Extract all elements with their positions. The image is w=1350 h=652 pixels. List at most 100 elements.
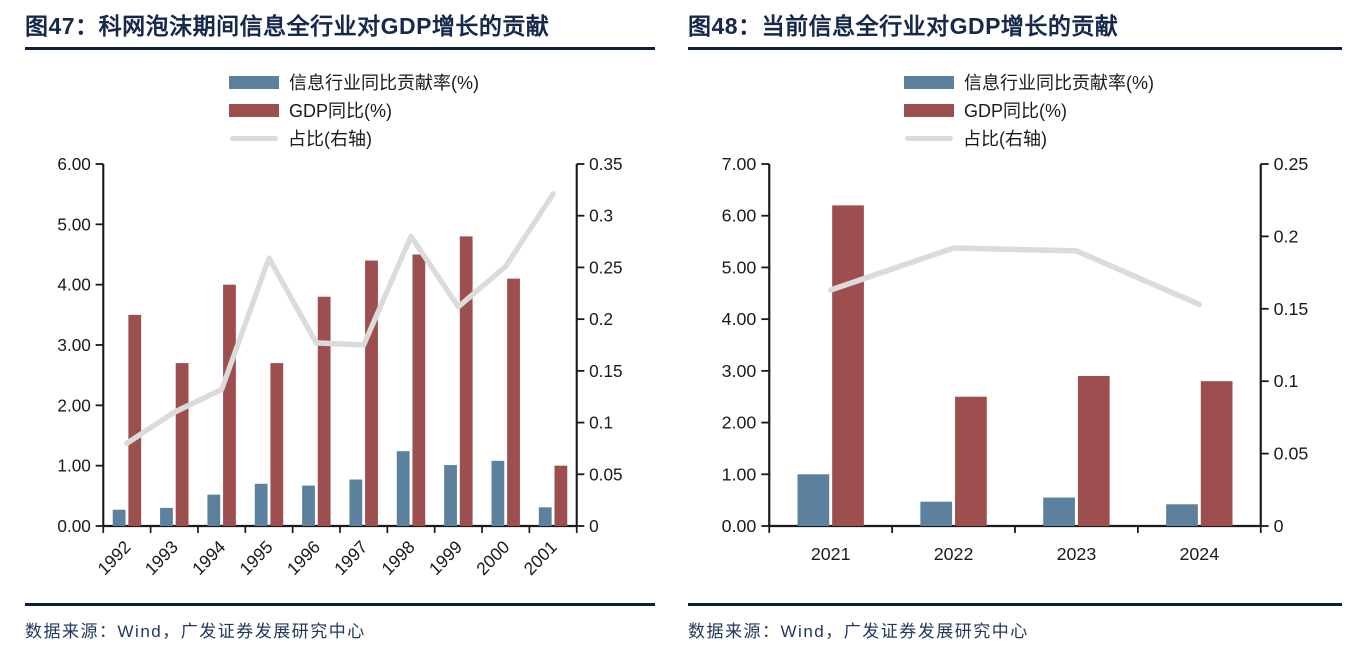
legend-item-ratio-line: 占比(右轴) [904, 124, 1154, 152]
bar [1043, 497, 1075, 526]
bar [554, 465, 568, 526]
bar [223, 284, 236, 526]
y-left-tick-label: 2.00 [57, 395, 91, 415]
y-right-tick-label: 0 [1274, 516, 1284, 536]
legend-label-gdp-yoy: GDP同比(%) [964, 101, 1067, 121]
y-left-tick-label: 6.00 [57, 154, 91, 174]
legend-fig48: 信息行业同比贡献率(%) GDP同比(%) 占比(右轴) [904, 68, 1154, 152]
y-left-tick-label: 0.00 [722, 516, 757, 536]
y-right-tick-label: 0.3 [589, 205, 613, 225]
x-tick-label: 2000 [472, 536, 513, 579]
y-left-tick-label: 5.00 [57, 214, 91, 234]
red-bar-swatch-icon [229, 103, 279, 117]
y-right-tick-label: 0 [589, 516, 599, 536]
gdp-yoy-bars [128, 236, 568, 526]
bar [444, 465, 457, 526]
bar [955, 396, 987, 526]
combo-chart-fig48: 7.00 6.00 5.00 4.00 3.00 2.00 1.00 0.00 0.25 0.2 0… [722, 154, 1309, 564]
gdp-yoy-bars [832, 205, 1233, 526]
y-right-tick-label: 0.15 [1274, 299, 1309, 319]
bar [112, 509, 126, 526]
gray-line-swatch-icon [905, 135, 953, 141]
y-left-tick-label: 3.00 [57, 335, 91, 355]
bar [160, 507, 173, 526]
title-underline [25, 47, 655, 50]
blue-bar-swatch-icon [229, 75, 279, 89]
x-tick-label: 1994 [188, 536, 229, 579]
x-tick-label: 1999 [425, 536, 466, 579]
bar [412, 254, 426, 526]
y-right-tick-label: 0.15 [589, 360, 623, 380]
legend-label-ratio-line: 占比(右轴) [288, 129, 372, 149]
y-right-tick-label: 0.2 [589, 309, 613, 329]
gray-line-swatch-icon [230, 135, 278, 141]
info-contribution-bars [112, 451, 552, 526]
bar [365, 260, 378, 526]
red-bar-swatch-icon [904, 103, 954, 117]
legend-item-gdp-yoy: GDP同比(%) [229, 96, 479, 124]
bar [207, 494, 221, 526]
legend-fig47: 信息行业同比贡献率(%) GDP同比(%) 占比(右轴) [229, 68, 479, 152]
panel-fig47: 图47：科网泡沫期间信息全行业对GDP增长的贡献 信息行业同比贡献率(%) GD… [25, 0, 655, 652]
panel-fig48: 图48：当前信息全行业对GDP增长的贡献 信息行业同比贡献率(%) GDP同比(… [688, 0, 1342, 652]
y-left-tick-label: 5.00 [722, 257, 757, 277]
x-tick-label: 1998 [378, 536, 419, 579]
bar [128, 314, 142, 526]
tick-marks [761, 163, 1269, 533]
bar [832, 205, 864, 526]
legend-label-info-contribution: 信息行业同比贡献率(%) [289, 73, 479, 93]
x-tick-label: 1992 [94, 536, 135, 579]
x-tick-label: 2021 [811, 544, 851, 564]
bar [459, 236, 473, 526]
info-contribution-bars [797, 474, 1198, 526]
bar [175, 363, 189, 526]
x-tick-label: 1995 [236, 536, 277, 579]
y-left-tick-label: 3.00 [722, 361, 757, 381]
bar [1077, 376, 1110, 526]
y-left-tick-label: 7.00 [722, 154, 757, 174]
bar [1166, 504, 1198, 526]
x-tick-label: 2024 [1179, 544, 1219, 564]
y-left-tick-label: 4.00 [722, 309, 757, 329]
bar [254, 483, 268, 526]
y-left-tick-label: 4.00 [57, 274, 91, 294]
bar [1200, 381, 1233, 526]
y-left-tick-label: 0.00 [57, 516, 91, 536]
y-right-tick-label: 0.25 [589, 257, 623, 277]
bar [920, 501, 953, 526]
bar [797, 474, 830, 526]
legend-item-gdp-yoy: GDP同比(%) [904, 96, 1154, 124]
bar [302, 485, 315, 526]
panel-footer-fig48: 数据来源：Wind，广发证券发展研究中心 [688, 603, 1342, 652]
data-source-fig48: 数据来源：Wind，广发证券发展研究中心 [688, 622, 1029, 641]
footer-rule [688, 603, 1342, 606]
legend-label-info-contribution: 信息行业同比贡献率(%) [964, 73, 1154, 93]
footer-rule [25, 603, 655, 606]
bar [349, 479, 363, 526]
tick-marks [95, 163, 585, 533]
legend-item-info-contribution: 信息行业同比贡献率(%) [904, 68, 1154, 96]
ratio-line [124, 191, 556, 447]
y-left-tick-label: 6.00 [722, 206, 757, 226]
x-tick-label: 2022 [934, 544, 974, 564]
panel-footer-fig47: 数据来源：Wind，广发证券发展研究中心 [25, 603, 655, 652]
chart-title-fig48: 图48：当前信息全行业对GDP增长的贡献 [688, 13, 1119, 39]
y-right-tick-label: 0.2 [1274, 226, 1299, 246]
x-tick-label: 1993 [141, 536, 182, 579]
blue-bar-swatch-icon [904, 75, 954, 89]
x-tick-label: 1996 [283, 536, 324, 579]
chart-title-fig47: 图47：科网泡沫期间信息全行业对GDP增长的贡献 [25, 13, 550, 39]
y-left-tick-label: 2.00 [722, 412, 757, 432]
bar [507, 278, 520, 526]
legend-label-gdp-yoy: GDP同比(%) [289, 101, 392, 121]
bar [491, 460, 505, 526]
title-underline [688, 47, 1342, 50]
x-tick-label: 1997 [330, 536, 371, 579]
y-right-tick-label: 0.1 [1274, 371, 1299, 391]
ratio-line [827, 245, 1203, 308]
tick-labels: 7.00 6.00 5.00 4.00 3.00 2.00 1.00 0.00 0.25 0.2 0… [722, 154, 1309, 564]
bar [270, 363, 284, 526]
legend-item-info-contribution: 信息行业同比贡献率(%) [229, 68, 479, 96]
bar [396, 451, 410, 526]
